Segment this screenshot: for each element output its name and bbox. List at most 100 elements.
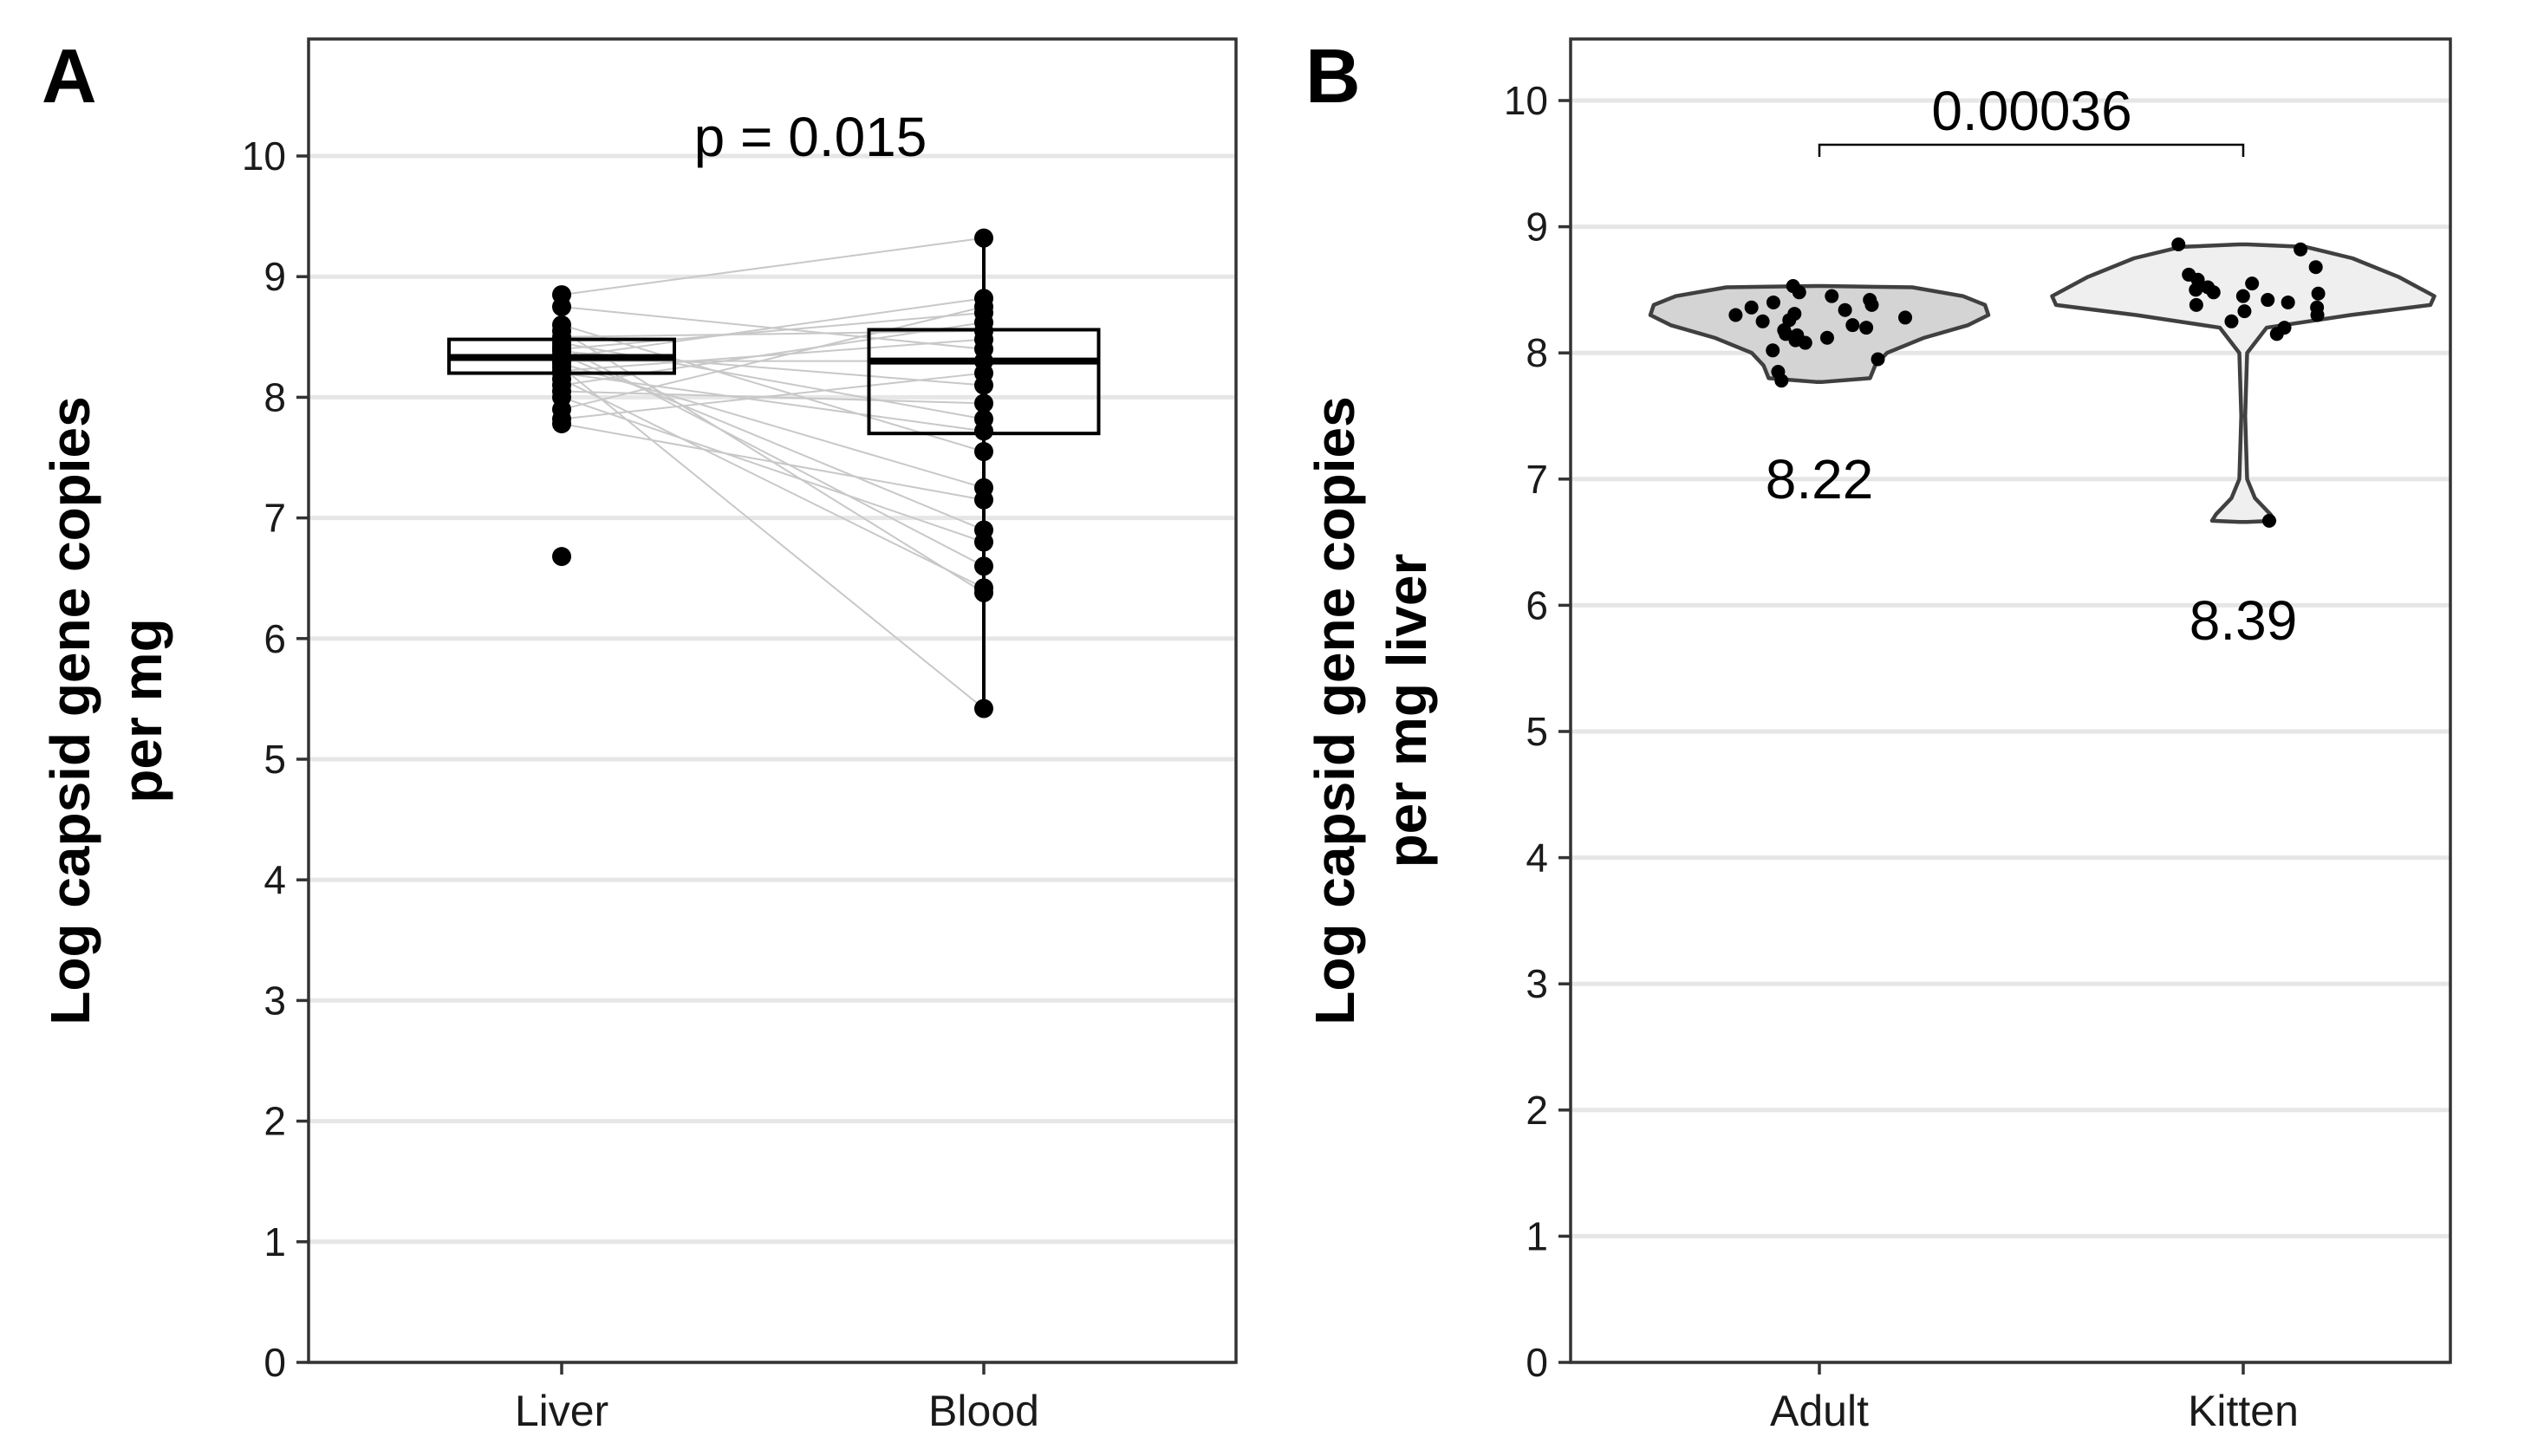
panel-a-point-blood xyxy=(974,532,993,552)
panel-b-violin-adult xyxy=(1648,283,1991,384)
panel-a-paired-line xyxy=(561,378,985,589)
panel-a-y-tick-label: 9 xyxy=(264,254,286,299)
panel-b-y-tick-label: 5 xyxy=(1526,709,1548,754)
panel-b-y-axis-title-line1: Log capsid gene copies xyxy=(1304,396,1366,1025)
panel-b-y-ticks: 0 1 2 3 4 5 6 7 8 9 10 xyxy=(1504,78,1571,1385)
panel-b-point-kitten xyxy=(2294,242,2308,257)
panel-a-y-tick-label: 8 xyxy=(264,374,286,419)
panel-b-violin-kitten xyxy=(2050,242,2437,524)
panel-b-y-tick-label: 1 xyxy=(1526,1213,1548,1258)
panel-b-x-tick-label: Adult xyxy=(1770,1387,1869,1435)
panel-a-y-tick-label: 4 xyxy=(264,857,286,902)
panel-b-point-adult xyxy=(1786,279,1800,294)
panel-a-point-blood xyxy=(974,582,993,602)
panel-a-x-tick-label: Blood xyxy=(928,1387,1039,1435)
panel-b-point-kitten xyxy=(2224,314,2239,328)
panel-b-x-ticks: Adult Kitten xyxy=(1770,1362,2299,1435)
panel-a-y-tick-label: 1 xyxy=(264,1219,286,1264)
panel-b-letter: B xyxy=(1305,33,1361,119)
panel-a-paired-line xyxy=(561,390,985,405)
panel-b-frame xyxy=(1569,37,2452,1364)
panel-a-paired-line xyxy=(561,423,985,501)
panel-a-paired-line xyxy=(561,372,985,420)
panel-b-x-tick-label: Kitten xyxy=(2188,1387,2299,1435)
panel-b-point-kitten xyxy=(2261,293,2275,308)
panel-a-paired-line xyxy=(561,396,985,543)
panel-a-point-blood xyxy=(974,393,993,413)
panel-a: A 0 1 2 3 4 5 6 7 8 9 10 Liver Blood p = 0.015 Log … xyxy=(39,33,1238,1435)
panel-a-frame xyxy=(307,37,1238,1364)
panel-a-y-ticks: 0 1 2 3 4 5 6 7 8 9 10 xyxy=(242,133,309,1385)
panel-a-point-liver xyxy=(552,297,571,316)
panel-a-point-blood xyxy=(974,375,993,395)
panel-b-point-adult xyxy=(1790,328,1805,342)
panel-b-y-tick-label: 7 xyxy=(1526,457,1548,502)
panel-a-paired-line xyxy=(561,297,985,359)
panel-a-point-blood xyxy=(974,228,993,248)
panel-a-point-liver xyxy=(552,414,571,434)
panel-b-point-adult xyxy=(1838,302,1852,317)
panel-a-y-tick-label: 5 xyxy=(264,737,286,782)
panel-b-y-tick-label: 6 xyxy=(1526,582,1548,627)
panel-b-median-adult: 8.22 xyxy=(1766,448,1874,510)
panel-b-point-kitten xyxy=(2235,289,2250,303)
panel-a-paired-line xyxy=(561,306,985,411)
panel-a-p-value: p = 0.015 xyxy=(694,106,927,168)
panel-b-y-tick-label: 8 xyxy=(1526,330,1548,375)
panel-a-points xyxy=(552,228,993,718)
panel-b-bracket-line xyxy=(1818,143,2245,157)
panel-a-paired-line xyxy=(561,338,985,372)
panel-b-point-adult xyxy=(1782,313,1797,328)
panel-a-point-blood xyxy=(974,699,993,718)
panel-a-y-tick-label: 0 xyxy=(264,1340,286,1385)
panel-b-y-tick-label: 4 xyxy=(1526,835,1548,881)
panel-b-point-adult xyxy=(1864,297,1879,312)
panel-a-paired-line xyxy=(561,372,985,432)
panel-b-point-kitten xyxy=(2189,297,2203,312)
panel-a-point-liver xyxy=(552,547,571,567)
panel-a-y-tick-label: 2 xyxy=(264,1099,286,1144)
panel-a-point-blood xyxy=(974,556,993,576)
panel-b-point-adult xyxy=(1755,314,1770,328)
panel-a-point-blood xyxy=(974,421,993,441)
panel-b-y-tick-label: 0 xyxy=(1526,1340,1548,1385)
panel-a-letter: A xyxy=(42,33,97,119)
panel-b-point-adult xyxy=(1898,310,1913,325)
panel-b-point-adult xyxy=(1859,321,1874,335)
panel-a-paired-line xyxy=(561,323,985,452)
panel-a-y-axis-title-line2: per mg xyxy=(111,618,173,803)
panel-a-paired-line xyxy=(561,366,985,710)
panel-b-point-adult xyxy=(1825,289,1839,303)
panel-a-y-axis-title-line1: Log capsid gene copies xyxy=(39,396,101,1025)
panel-a-paired-line xyxy=(561,311,985,350)
panel-a-y-tick-label: 6 xyxy=(264,616,286,661)
panel-b-point-kitten xyxy=(2237,304,2252,319)
panel-b-y-axis-title-line2: per mg liver xyxy=(1376,554,1438,868)
panel-b-y-tick-label: 3 xyxy=(1526,961,1548,1006)
panel-b-comparison-label: 0.00036 xyxy=(1931,80,2131,142)
panel-b-point-kitten xyxy=(2206,285,2221,300)
panel-a-y-tick-label: 3 xyxy=(264,978,286,1023)
panel-b-point-adult xyxy=(1728,308,1743,322)
panel-a-y-tick-label: 10 xyxy=(242,133,286,179)
panel-b-comparison-bracket xyxy=(1818,143,2245,157)
panel-b-point-adult xyxy=(1766,343,1780,358)
panel-b-points xyxy=(1728,237,2326,528)
panel-a-paired-line xyxy=(561,362,985,489)
panel-b-gridlines xyxy=(1571,98,2450,1365)
panel-a-point-blood xyxy=(974,490,993,510)
panel-b-point-adult xyxy=(1774,374,1789,388)
panel-b-y-tick-label: 10 xyxy=(1504,78,1548,123)
panel-b-point-kitten xyxy=(2262,513,2276,528)
panel-a-paired-line xyxy=(561,329,985,338)
panel-b-y-tick-label: 9 xyxy=(1526,205,1548,250)
panel-b-point-adult xyxy=(1845,318,1860,333)
panel-b-point-adult xyxy=(1819,330,1834,345)
panel-a-x-tick-label: Liver xyxy=(515,1387,608,1435)
panel-b-point-kitten xyxy=(2281,295,2295,309)
panel-b-point-adult xyxy=(1744,300,1759,315)
panel-a-x-ticks: Liver Blood xyxy=(515,1362,1039,1435)
panel-b-point-kitten xyxy=(2171,237,2186,251)
